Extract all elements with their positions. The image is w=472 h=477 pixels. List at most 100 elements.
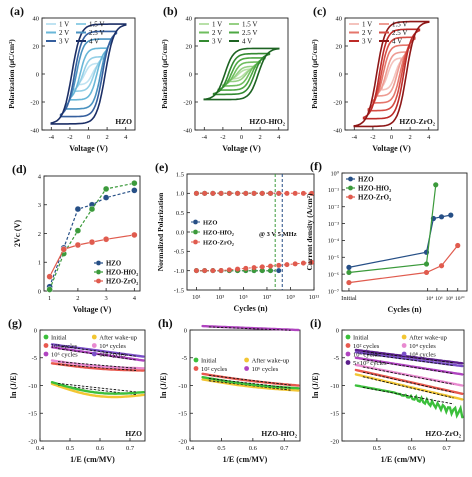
legend-marker — [348, 194, 353, 200]
hysteresis-loop — [50, 23, 127, 125]
x-tick-label: 10¹ — [192, 294, 201, 301]
x-tick-label: 0 — [390, 134, 393, 141]
data-point — [267, 263, 273, 269]
legend-marker — [96, 278, 101, 284]
legend-label: Initial — [353, 334, 369, 341]
data-point — [193, 268, 199, 274]
data-point — [309, 190, 315, 196]
linear-fit — [57, 363, 137, 371]
legend-label: 10⁶ cycles — [252, 366, 279, 373]
hysteresis-loop — [367, 36, 416, 112]
data-trace — [50, 346, 145, 362]
x-tick-label: 0.6 — [96, 445, 105, 452]
legend-label: After wake-up — [252, 357, 290, 364]
x-axis-label: 1/E (cm/MV) — [223, 455, 268, 464]
legend-marker — [91, 334, 97, 340]
data-point — [448, 212, 454, 218]
legend-label: HZO — [203, 219, 217, 226]
linear-fit — [57, 361, 137, 369]
legend-label: 3 V — [212, 37, 222, 45]
legend-label: HZO — [106, 260, 121, 267]
legend-marker — [244, 357, 250, 363]
legend-marker — [43, 334, 49, 340]
data-trace — [50, 343, 145, 358]
panel-letter: (f) — [310, 159, 322, 173]
legend-marker — [91, 343, 97, 348]
x-tick-label: -2 — [370, 134, 375, 141]
panel-b: (b)Voltage (V)Polarization (μC/cm²)-4 -2 0… — [160, 4, 289, 153]
x-tick-label: 0 — [87, 134, 90, 141]
legend-marker — [96, 260, 101, 266]
panel-letter: (e) — [155, 160, 168, 174]
y-tick-label: -40 — [333, 127, 342, 134]
legend-label: 2.5 V — [89, 29, 104, 37]
y-tick-label: 0 — [184, 327, 187, 334]
data-point — [74, 227, 82, 234]
data-point — [267, 190, 273, 196]
data-point — [259, 264, 265, 270]
data-point — [346, 279, 352, 286]
panel-letter: (g) — [8, 316, 22, 330]
y-tick-label: 0 — [38, 288, 41, 295]
series-line — [49, 234, 135, 277]
x-tick-label: 4 — [277, 134, 281, 141]
y-tick-label: 2 — [38, 231, 41, 238]
annotation: @ 3 V 5 MHz — [259, 231, 297, 238]
legend-marker — [43, 343, 49, 348]
legend-label: 2 V — [362, 29, 372, 37]
legend-label: 1 V — [212, 20, 222, 28]
panel-c: (c)Voltage (V)Polarization (μC/cm²)-4 -2 0… — [310, 4, 439, 153]
y-tick-label: 20 — [336, 43, 343, 50]
data-point — [102, 185, 110, 193]
legend-label: 1.5 V — [242, 20, 257, 28]
y-tick-label: 0.0 — [176, 229, 184, 236]
y-tick-label: 20 — [186, 43, 193, 50]
y-tick-label: 10⁻³ — [328, 222, 339, 228]
legend-label: 10⁴ cycles — [409, 343, 436, 350]
x-tick-label: 0.5 — [66, 445, 74, 452]
data-point — [226, 190, 232, 196]
y-tick-label: 4 — [38, 173, 42, 180]
data-point — [251, 265, 257, 271]
data-point — [60, 246, 67, 253]
data-point — [300, 190, 306, 196]
legend-label: 1.5 V — [392, 20, 407, 28]
x-axis-label: Cycles (n) — [234, 304, 268, 313]
y-tick-label: -10 — [28, 383, 37, 390]
legend-marker — [401, 351, 407, 357]
data-point — [423, 269, 430, 276]
data-point — [438, 263, 445, 269]
sample-label: HZO-HfO₂ — [249, 117, 285, 126]
legend-marker — [193, 219, 198, 225]
data-point — [423, 261, 430, 267]
legend-label: 10⁴ cycles — [99, 343, 126, 350]
x-tick-label: -2 — [67, 134, 72, 141]
y-tick-label: -20 — [28, 438, 37, 445]
legend-label: Initial — [51, 334, 67, 341]
data-point — [276, 268, 282, 274]
legend-label: 10⁸ cycles — [99, 351, 126, 358]
x-axis-label: 1/E (cm/MV) — [70, 455, 115, 464]
x-tick-label: 10¹¹ — [309, 294, 319, 301]
x-axis-label: Voltage (V) — [73, 305, 112, 314]
hysteresis-loop — [362, 28, 421, 120]
legend-label: 5×10⁹ cycles — [353, 360, 387, 367]
data-point — [226, 267, 232, 273]
y-tick-label: 0.5 — [176, 210, 184, 217]
legend-marker — [193, 366, 199, 371]
y-tick-label: -15 — [178, 411, 187, 418]
x-tick-label: 0.4 — [36, 445, 45, 452]
data-point — [292, 190, 298, 196]
x-tick-label: 10⁴ — [426, 296, 434, 302]
y-tick-label: -10 — [178, 383, 187, 390]
y-tick-label: -5 — [32, 355, 37, 362]
data-point — [243, 190, 249, 196]
hysteresis-loop — [372, 44, 411, 104]
data-point — [346, 269, 352, 276]
x-tick-label: 0.7 — [126, 445, 135, 452]
linear-fit — [208, 326, 291, 331]
x-tick-label: -2 — [220, 134, 225, 141]
data-trace — [354, 348, 464, 365]
legend-label: HZO-HfO₂ — [106, 269, 138, 276]
x-tick-label: 0.7 — [443, 445, 452, 452]
